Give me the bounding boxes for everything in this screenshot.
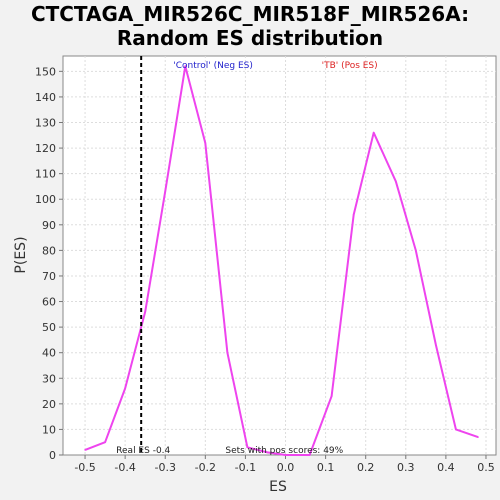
data-point bbox=[394, 180, 397, 183]
x-axis-title: ES bbox=[269, 479, 287, 495]
y-tick-label: 130 bbox=[35, 117, 56, 130]
x-tick-label: 0.1 bbox=[317, 461, 335, 474]
series-layer bbox=[84, 65, 479, 456]
y-tick-label: 100 bbox=[35, 193, 56, 206]
y-tick-label: 60 bbox=[42, 296, 56, 309]
annotations: Real ES -0.4 Sets with pos scores: 49% 'Co… bbox=[116, 56, 378, 456]
data-point bbox=[415, 249, 417, 252]
axes: 0 10 20 30 40 50 60 70 80 90 100 110 120 130 140 150 -0.… bbox=[35, 65, 495, 474]
grid bbox=[63, 56, 496, 455]
data-point bbox=[184, 65, 187, 68]
data-point bbox=[266, 451, 269, 454]
y-tick-label: 140 bbox=[35, 91, 56, 104]
data-point bbox=[308, 454, 311, 456]
data-point bbox=[352, 213, 355, 216]
y-tick-label: 70 bbox=[42, 270, 56, 283]
es-distribution-line bbox=[84, 65, 479, 456]
y-tick-label: 50 bbox=[42, 321, 56, 334]
data-point bbox=[284, 454, 287, 456]
data-point bbox=[84, 449, 86, 451]
chart-title-line-1: CTCTAGA_MIR526C_MIR518F_MIR526A: bbox=[30, 2, 470, 26]
chart-title-line-2: Random ES distribution bbox=[116, 26, 384, 50]
data-point bbox=[372, 131, 375, 134]
x-tick-label: 0.3 bbox=[397, 461, 415, 474]
x-tick-label: 0.0 bbox=[277, 461, 295, 474]
y-tick-label: 30 bbox=[42, 372, 56, 385]
data-point bbox=[164, 190, 167, 193]
x-tick-label: -0.5 bbox=[74, 461, 95, 474]
y-tick-label: 20 bbox=[42, 398, 56, 411]
data-point bbox=[246, 446, 249, 449]
y-tick-label: 0 bbox=[49, 449, 56, 462]
sets-with-pos-scores-label: Sets with pos scores: 49% bbox=[225, 446, 343, 456]
plot-area bbox=[62, 55, 497, 456]
x-tick-label: -0.4 bbox=[114, 461, 135, 474]
legend-control-neg-es: 'Control' (Neg ES) bbox=[173, 61, 253, 71]
y-tick-label: 10 bbox=[42, 423, 56, 436]
x-tick-label: 0.4 bbox=[437, 461, 455, 474]
y-tick-label: 80 bbox=[42, 244, 56, 257]
data-point bbox=[144, 310, 146, 313]
data-point bbox=[477, 436, 479, 438]
y-tick-label: 150 bbox=[35, 65, 56, 78]
data-point bbox=[124, 387, 126, 390]
data-point bbox=[330, 395, 333, 397]
y-tick-label: 110 bbox=[35, 168, 56, 181]
x-tick-label: -0.2 bbox=[195, 461, 216, 474]
y-tick-label: 90 bbox=[42, 219, 56, 232]
data-point bbox=[204, 142, 207, 144]
x-tick-label: 0.5 bbox=[477, 461, 495, 474]
data-point bbox=[104, 441, 106, 444]
legend-tb-pos-es: 'TB' (Pos ES) bbox=[322, 61, 378, 71]
y-tick-label: 40 bbox=[42, 347, 56, 360]
x-tick-label: -0.1 bbox=[235, 461, 256, 474]
data-point bbox=[435, 344, 437, 346]
chart-title: CTCTAGA_MIR526C_MIR518F_MIR526A: Random … bbox=[0, 2, 500, 50]
x-tick-label: -0.3 bbox=[155, 461, 176, 474]
y-tick-label: 120 bbox=[35, 142, 56, 155]
real-es-label: Real ES -0.4 bbox=[116, 446, 170, 456]
data-point bbox=[226, 351, 229, 354]
y-axis-title: P(ES) bbox=[13, 236, 29, 273]
data-point bbox=[455, 428, 457, 431]
x-tick-label: 0.2 bbox=[357, 461, 375, 474]
